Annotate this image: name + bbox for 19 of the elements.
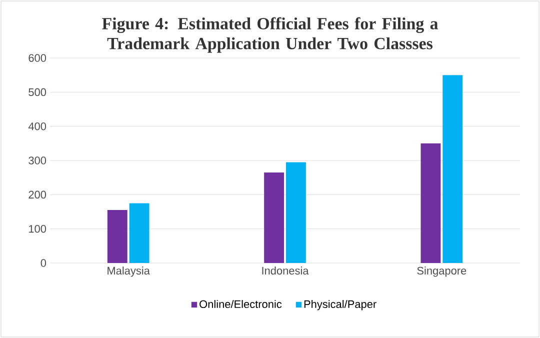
bar xyxy=(264,172,284,263)
bar xyxy=(442,75,463,263)
x-tick-label: Singapore xyxy=(417,266,466,277)
y-tick-label: 0 xyxy=(40,259,46,267)
y-tick-label: 500 xyxy=(28,88,46,96)
x-tick-label: Malaysia xyxy=(108,266,150,277)
y-tick-label: 200 xyxy=(28,190,46,199)
bar xyxy=(286,162,306,263)
bar xyxy=(107,210,128,263)
bar xyxy=(420,143,441,263)
legend-label: Physical/Paper xyxy=(304,300,376,310)
x-tick-label: Indonesia xyxy=(262,266,309,275)
legend-label: Online/Electronic xyxy=(200,300,282,308)
chart-title: Figure 4: Estimated Official Fees for Filing a Trademark Application Under Two Classses xyxy=(102,17,438,53)
y-tick-label: 100 xyxy=(29,224,46,233)
y-tick-label: 300 xyxy=(28,156,46,164)
bar xyxy=(129,203,150,263)
y-tick-label: 600 xyxy=(28,54,46,62)
y-tick-label: 400 xyxy=(28,122,46,130)
